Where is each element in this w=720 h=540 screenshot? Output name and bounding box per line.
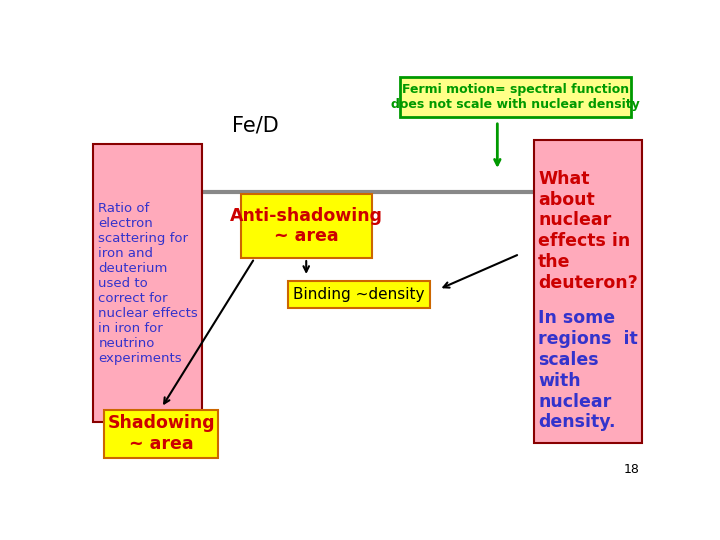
Text: Fe/D: Fe/D	[233, 115, 279, 135]
FancyBboxPatch shape	[288, 281, 431, 308]
FancyBboxPatch shape	[104, 410, 218, 458]
FancyBboxPatch shape	[534, 140, 642, 443]
FancyBboxPatch shape	[240, 194, 372, 258]
Text: Ratio of
electron
scattering for
iron and
deuterium
used to
correct for
nuclear : Ratio of electron scattering for iron an…	[99, 201, 198, 364]
Text: Anti-shadowing
~ area: Anti-shadowing ~ area	[230, 206, 383, 245]
FancyBboxPatch shape	[400, 77, 631, 117]
FancyBboxPatch shape	[93, 144, 202, 422]
Text: What
about
nuclear
effects in
the
deuteron?: What about nuclear effects in the deuter…	[538, 170, 638, 292]
Text: Binding ~density: Binding ~density	[294, 287, 425, 302]
Text: 18: 18	[624, 463, 639, 476]
Text: Fermi motion= spectral function
does not scale with nuclear density: Fermi motion= spectral function does not…	[391, 83, 640, 111]
Text: Shadowing
~ area: Shadowing ~ area	[107, 414, 215, 453]
Text: In some
regions  it
scales
with
nuclear
density.: In some regions it scales with nuclear d…	[538, 309, 638, 431]
